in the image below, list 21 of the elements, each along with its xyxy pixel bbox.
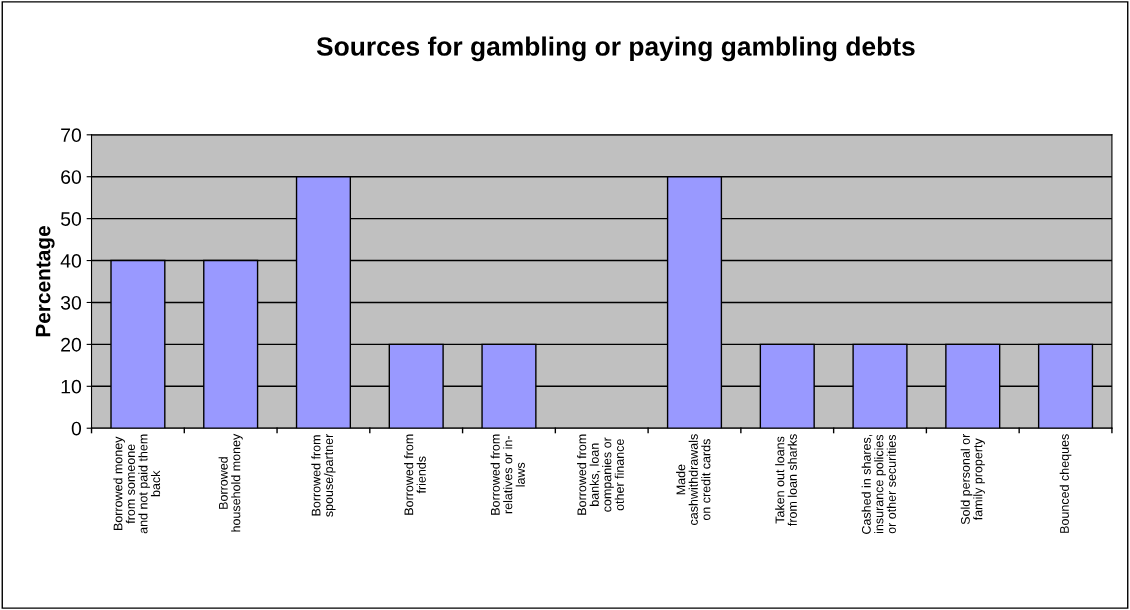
- x-tick-label: Borrowed from spouse/partner: [311, 433, 336, 517]
- y-tick-label: 10: [61, 379, 82, 394]
- y-tick-label: 0: [71, 421, 82, 436]
- x-tick-label: Borrowed from friends: [404, 434, 426, 515]
- x-tick-label: Borrowed household money: [218, 433, 243, 532]
- y-tick-label: 40: [60, 254, 82, 268]
- y-tick-label: 60: [61, 170, 82, 184]
- y-tick-label: 70: [61, 128, 82, 143]
- y-axis-title: Percentage: [35, 226, 55, 337]
- y-tick-label: 20: [61, 337, 82, 352]
- x-tick-label: Borrowed from banks, loan companies or other finance: [577, 434, 624, 515]
- x-tick-label: Taken out loans from loan sharks: [775, 434, 797, 526]
- chart-title: Sources for gambling or paying gambling debts: [316, 36, 915, 62]
- x-tick-label: Made cashwithdrawals on credit cards: [676, 434, 711, 525]
- x-tick-label: Borrowed money from someone and not paid them back: [113, 434, 161, 534]
- y-tick-label: 50: [60, 212, 82, 226]
- x-tick-label: Bounced cheques: [1059, 434, 1072, 533]
- x-tick-label: Sold personal or family property: [960, 433, 985, 525]
- x-tick-label: Borrowed from relatives or in- laws: [490, 434, 525, 515]
- y-tick-label: 30: [60, 295, 82, 310]
- x-tick-label: Cashed in shares, insurance policies or other securities: [861, 434, 896, 534]
